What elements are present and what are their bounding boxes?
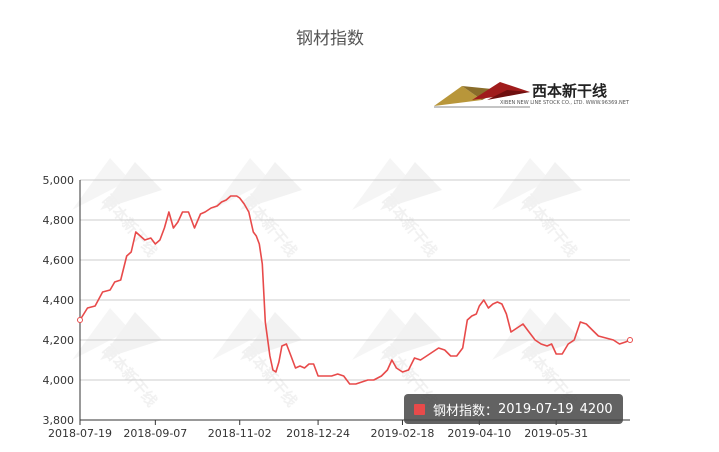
data-point [77,317,83,323]
series-line [79,195,631,385]
tooltip-value: 4200 [579,401,613,417]
x-tick-label: 2019-04-10 [447,427,511,440]
y-tick-label: 4,000 [43,374,75,387]
data-point [627,337,633,343]
y-tick-label: 4,400 [43,294,75,307]
logo-mountain-icon [434,82,530,108]
chart-title: 钢材指数 [296,29,364,49]
y-tick-label: 4,200 [43,334,75,347]
tooltip-series: 钢材指数： [433,403,499,419]
y-tick-label: 3,800 [43,414,75,427]
x-tick-label: 2018-11-02 [208,427,272,440]
x-tick-label: 2019-05-31 [524,427,588,440]
tooltip-swatch [414,403,425,415]
tooltip: 钢材指数： 2019-07-19 4200 [404,394,623,424]
xiben-logo: 西本新干线 XIBEN NEW LINE STOCK CO., LTD. WWW… [432,80,632,112]
x-tick-label: 2019-02-18 [370,427,434,440]
logo-subtitle: XIBEN NEW LINE STOCK CO., LTD. WWW.96369… [500,100,629,106]
x-tick-label: 2018-09-07 [123,427,187,440]
y-tick-label: 5,000 [43,174,75,187]
y-tick-label: 4,600 [43,254,75,267]
y-tick-label: 4,800 [43,214,75,227]
tooltip-date: 2019-07-19 [498,401,574,417]
x-tick-label: 2018-12-24 [286,427,350,440]
logo-name: 西本新干线 [532,82,608,100]
x-tick-label: 2018-07-19 [48,427,112,440]
